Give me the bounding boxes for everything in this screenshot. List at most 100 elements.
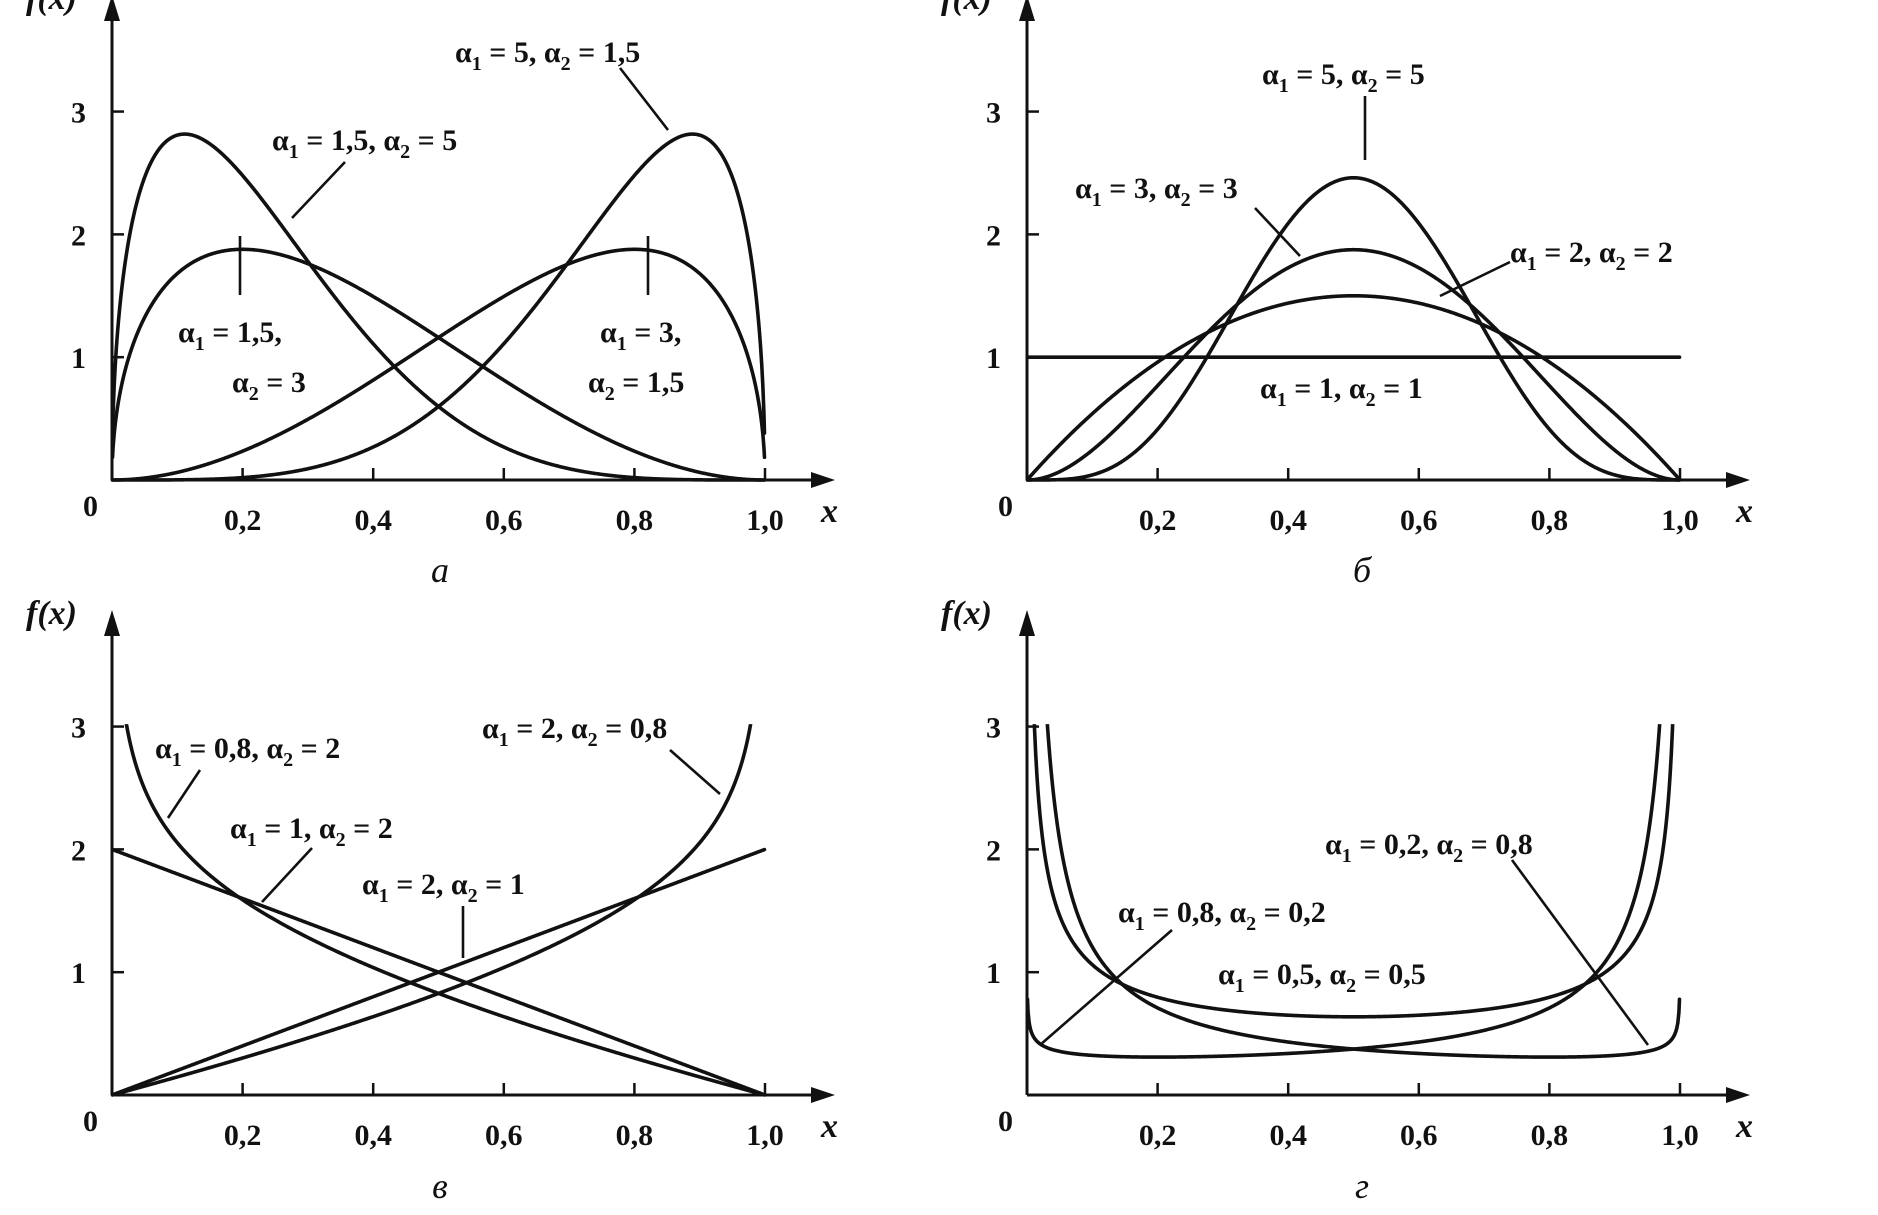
x-axis-arrow-icon (811, 1087, 835, 1103)
annotation-leader (1039, 929, 1173, 1046)
y-axis-arrow-icon (1019, 0, 1035, 21)
series-line-3 (110, 247, 767, 482)
x-tick-label: 1,0 (1661, 1119, 1699, 1152)
y-tick-label: 2 (71, 219, 86, 252)
x-tick-label: 0,8 (1531, 1119, 1569, 1152)
x-axis-arrow-icon (1726, 472, 1750, 488)
panel-label: г (1355, 1166, 1369, 1206)
series-annotation: α1 = 2, α2 = 1 (362, 868, 525, 907)
chart-panel-v: 1 2 3 0,2 0,4 0,6 0,8 1,0 0 f(x) x в α1 = 0,8, α2 = … (26, 595, 838, 1206)
annotation-leader (618, 67, 670, 131)
series-line-2 (1025, 724, 1662, 1059)
series-curves (1025, 724, 1682, 1059)
series-annotation: α1 = 3, α2 = 3 (1075, 172, 1238, 211)
y-axis-title: f(x) (26, 0, 77, 17)
y-axis-arrow-icon (1019, 610, 1035, 636)
x-tick-label: 0,6 (1400, 1119, 1438, 1152)
annotation-leader (1254, 207, 1301, 257)
annotation-leader (1439, 260, 1511, 298)
x-tick-label: 0,4 (1269, 1119, 1307, 1152)
x-tick-label: 1,0 (746, 1119, 784, 1152)
y-tick-label: 1 (71, 957, 86, 990)
x-tick-label: 0,6 (1400, 504, 1438, 537)
origin-label: 0 (998, 1105, 1013, 1138)
axes: 1 2 3 0,2 0,4 0,6 0,8 1,0 0 f(x) x (26, 0, 838, 537)
series-curves (110, 724, 767, 1097)
series-annotation: α1 = 2, α2 = 0,8 (482, 712, 667, 751)
chart-panel-b: 1 2 3 0,2 0,4 0,6 0,8 1,0 0 f(x) x б α1 = 5, α2 = 5 α… (941, 0, 1753, 590)
annotation-leader (1510, 859, 1650, 1046)
y-axis-title: f(x) (941, 595, 992, 632)
series-annotation: α1 = 0,8, α2 = 2 (155, 732, 340, 771)
series-line-2 (110, 132, 767, 482)
series-line-1 (1045, 724, 1682, 1059)
x-tick-label: 0,8 (616, 504, 654, 537)
y-tick-label: 3 (986, 712, 1001, 745)
y-axis-arrow-icon (104, 0, 120, 21)
axes: 1 2 3 0,2 0,4 0,6 0,8 1,0 0 f(x) x (26, 595, 838, 1152)
series-annotation: α1 = 2, α2 = 2 (1510, 236, 1673, 275)
series-line-4 (110, 847, 767, 1097)
x-tick-label: 0,4 (354, 504, 392, 537)
origin-label: 0 (83, 490, 98, 523)
series-annotation: α1 = 0,2, α2 = 0,8 (1325, 828, 1533, 867)
series-annotation: α1 = 0,5, α2 = 0,5 (1218, 958, 1426, 997)
series-annotation: α2 = 3 (232, 366, 306, 405)
series-annotation: α1 = 5, α2 = 1,5 (455, 36, 640, 75)
x-tick-label: 1,0 (746, 504, 784, 537)
series-line-1 (1025, 175, 1682, 482)
y-axis-title: f(x) (941, 0, 992, 17)
axes: 1 2 3 0,2 0,4 0,6 0,8 1,0 0 f(x) x (941, 0, 1753, 537)
panel-label: б (1353, 550, 1373, 590)
y-tick-label: 2 (71, 834, 86, 867)
y-tick-label: 3 (986, 97, 1001, 130)
series-curves (1025, 175, 1682, 482)
y-tick-label: 1 (71, 342, 86, 375)
x-tick-label: 0,6 (485, 504, 523, 537)
x-tick-label: 0,6 (485, 1119, 523, 1152)
x-axis-title: x (1735, 493, 1753, 530)
annotation-leader (166, 769, 202, 819)
series-line-3 (1025, 293, 1682, 482)
x-tick-label: 0,8 (1531, 504, 1569, 537)
x-tick-label: 1,0 (1661, 504, 1699, 537)
panel-label: в (432, 1166, 448, 1206)
series-annotation: α1 = 1,5, α2 = 5 (272, 124, 457, 163)
y-tick-label: 3 (71, 712, 86, 745)
x-tick-label: 0,4 (354, 1119, 392, 1152)
chart-panel-g: 1 2 3 0,2 0,4 0,6 0,8 1,0 0 f(x) x г α1 = 0,2, α2 = … (941, 595, 1753, 1206)
series-annotation: α1 = 1, α2 = 1 (1260, 372, 1423, 411)
x-tick-label: 0,8 (616, 1119, 654, 1152)
y-tick-label: 1 (986, 957, 1001, 990)
x-axis-title: x (1735, 1108, 1753, 1145)
series-line-2 (110, 724, 753, 1097)
y-axis-arrow-icon (104, 610, 120, 636)
y-tick-label: 3 (71, 97, 86, 130)
series-annotation: α1 = 0,8, α2 = 0,2 (1118, 896, 1326, 935)
series-line-4 (110, 247, 767, 482)
y-tick-label: 1 (986, 342, 1001, 375)
annotation-leader (291, 161, 346, 219)
series-curves (110, 132, 767, 482)
annotation-leader (261, 847, 313, 903)
x-axis-title: x (820, 1108, 838, 1145)
x-tick-label: 0,2 (224, 504, 262, 537)
series-line-1 (110, 132, 767, 482)
x-axis-arrow-icon (1726, 1087, 1750, 1103)
x-tick-label: 0,2 (224, 1119, 262, 1152)
x-axis-title: x (820, 493, 838, 530)
panel-label: а (431, 550, 449, 590)
series-annotation: α1 = 1, α2 = 2 (230, 812, 393, 851)
y-tick-label: 2 (986, 219, 1001, 252)
x-tick-label: 0,2 (1139, 1119, 1177, 1152)
x-tick-label: 0,2 (1139, 504, 1177, 537)
origin-label: 0 (998, 490, 1013, 523)
series-annotation: α1 = 3, (600, 316, 681, 355)
chart-panel-a: 1 2 3 0,2 0,4 0,6 0,8 1,0 0 f(x) x а α1 = 1,5, α2 = … (26, 0, 838, 590)
series-line-2 (1025, 247, 1682, 482)
origin-label: 0 (83, 1105, 98, 1138)
x-axis-arrow-icon (811, 472, 835, 488)
series-annotation: α1 = 5, α2 = 5 (1262, 58, 1425, 97)
x-tick-label: 0,4 (1269, 504, 1307, 537)
series-line-3 (1032, 724, 1675, 1019)
